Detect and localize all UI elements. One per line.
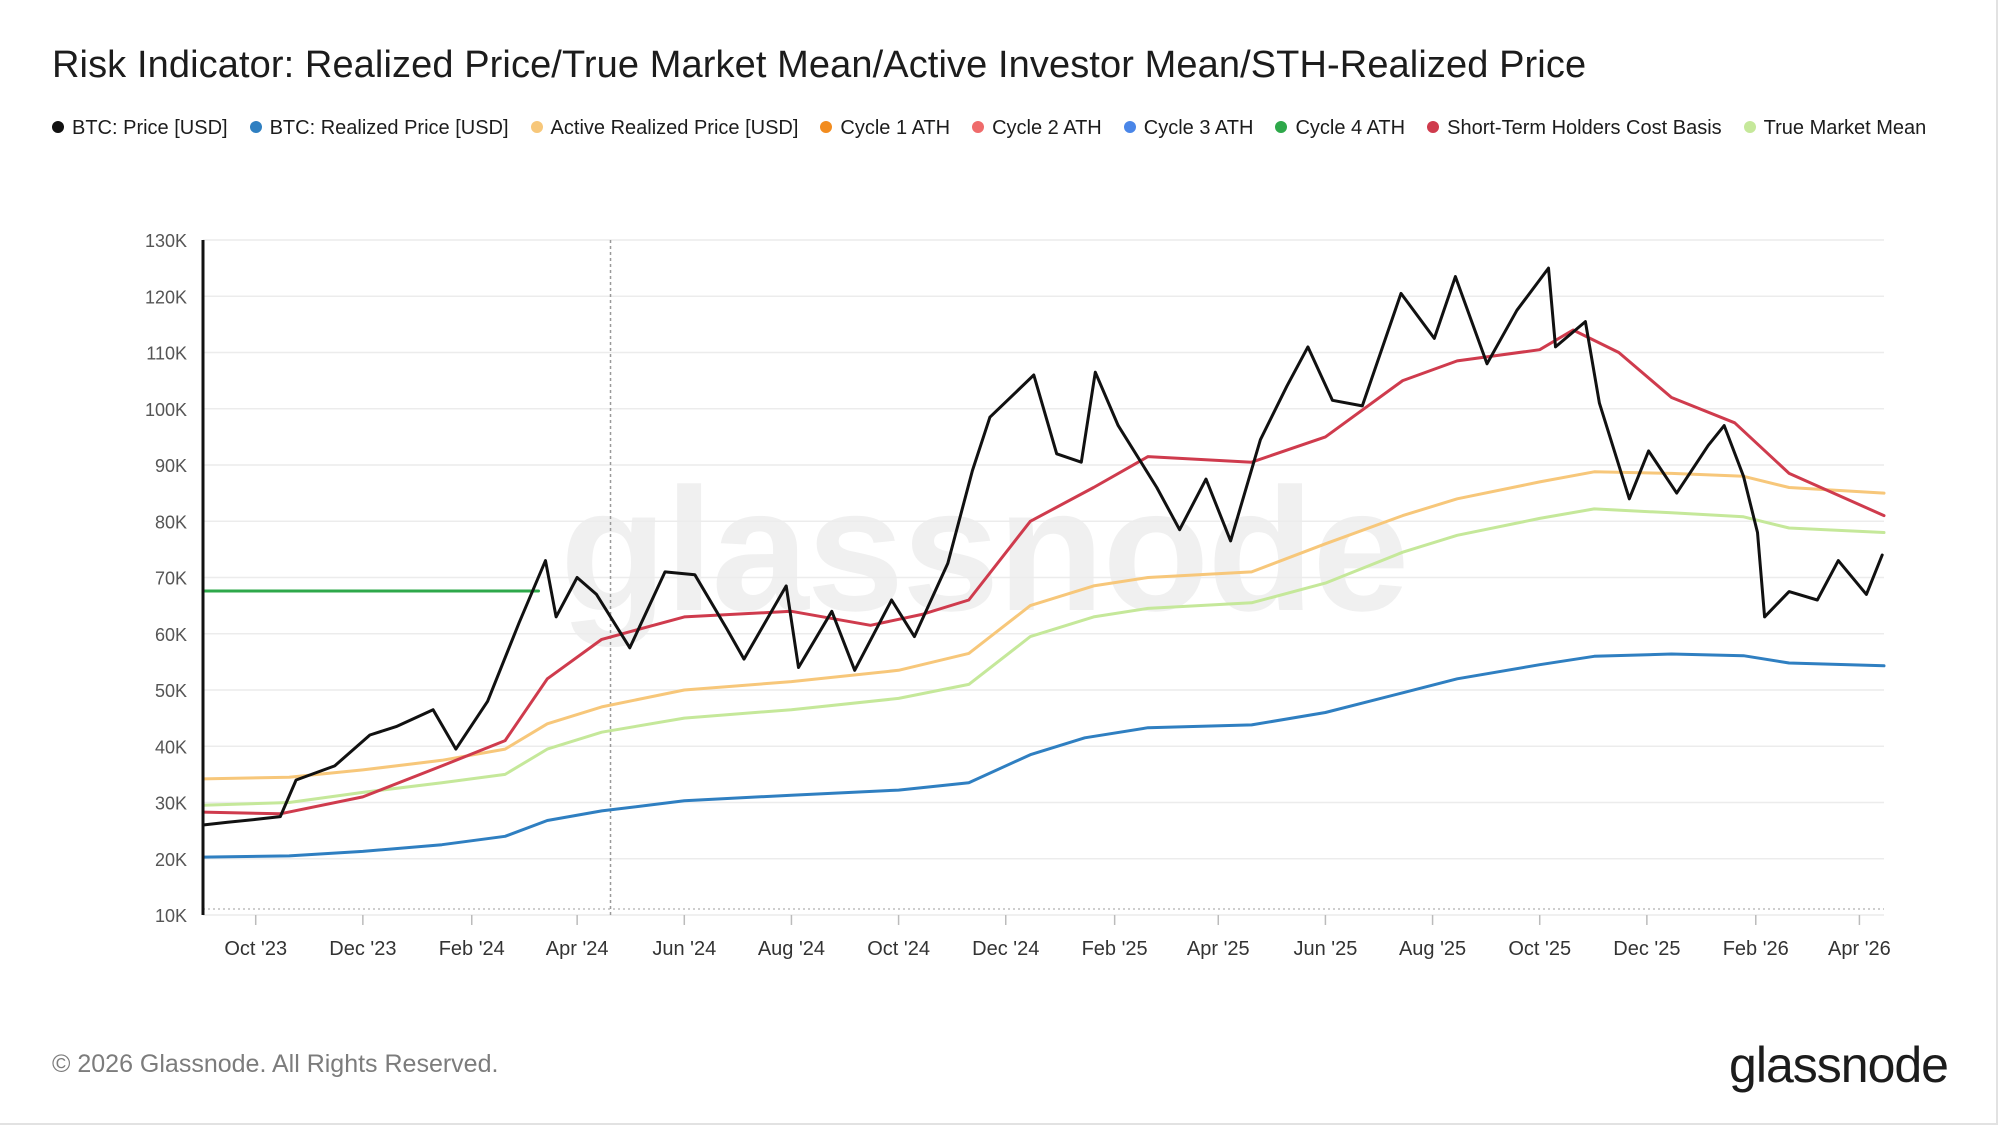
x-tick-label: Oct '23 (224, 938, 287, 960)
x-tick-label: Apr '24 (546, 938, 609, 960)
x-tick-label: Aug '25 (1399, 938, 1466, 960)
x-tick-label: Apr '25 (1187, 938, 1250, 960)
series-line-short-term-holders-cost-basis (201, 328, 1886, 816)
x-tick-label: Dec '25 (1613, 938, 1680, 960)
y-tick-label: 60K (155, 625, 187, 645)
x-tick-label: Dec '23 (329, 938, 396, 960)
legend-dot-icon (1275, 121, 1288, 133)
x-tick-label: Feb '24 (439, 938, 505, 960)
legend-label: BTC: Price [USD] (72, 117, 228, 139)
legend-dot-icon (530, 121, 543, 133)
x-tick-label: Aug '24 (758, 938, 825, 960)
legend-label: Cycle 3 ATH (1143, 117, 1254, 139)
y-tick-label: 40K (155, 737, 187, 757)
x-tick-label: Jun '25 (1293, 938, 1357, 960)
legend-dot-icon (1123, 121, 1136, 133)
legend-item-true-market-mean[interactable]: True Market Mean (1743, 114, 1927, 143)
series-line-true-market-mean (201, 507, 1886, 807)
legend-item-cycle-4-ath[interactable]: Cycle 4 ATH (1275, 114, 1405, 143)
y-tick-label: 30K (155, 794, 187, 814)
tick-layer: 10K 20K 30K 40K 50K 60K 70K 80K 90K 100K 110K 120K 1… (145, 231, 1891, 960)
legend-label: Cycle 1 ATH (840, 117, 951, 139)
y-tick-label: 130K (145, 231, 187, 251)
legend-dot-icon (1427, 121, 1440, 133)
legend-dot-icon (1743, 121, 1756, 133)
legend: BTC: Price [USD] BTC: Realized Price [USD… (52, 114, 1952, 143)
series-line-btc-realized-price-usd (201, 652, 1886, 859)
legend-item-short-term-holders-cost-basis[interactable]: Short-Term Holders Cost Basis (1427, 114, 1722, 143)
x-tick-label: Oct '25 (1508, 938, 1571, 960)
legend-label: Cycle 2 ATH (992, 117, 1102, 139)
series-line-active-realized-price-usd (201, 470, 1886, 781)
x-tick-label: Jun '24 (652, 938, 716, 960)
legend-dot-icon (972, 121, 985, 133)
legend-dot-icon (52, 121, 64, 133)
y-tick-label: 70K (155, 569, 187, 589)
y-tick-label: 90K (155, 456, 187, 476)
x-tick-label: Apr '26 (1828, 938, 1891, 960)
y-tick-label: 120K (145, 287, 187, 307)
copyright-text: © 2026 Glassnode. All Rights Reserved. (52, 1050, 499, 1078)
legend-label: BTC: Realized Price [USD] (269, 117, 509, 139)
y-tick-label: 100K (145, 400, 187, 420)
y-tick-label: 110K (146, 344, 187, 364)
x-tick-label: Dec '24 (972, 938, 1039, 960)
x-tick-label: Oct '24 (867, 938, 930, 960)
glassnode-logo: glassnode (1729, 1037, 1949, 1093)
y-tick-label: 20K (155, 850, 187, 870)
y-tick-label: 80K (155, 512, 187, 532)
series-layer (201, 266, 1886, 859)
x-tick-label: Feb '26 (1723, 938, 1789, 960)
grid-layer (203, 239, 1884, 916)
legend-dot-icon (249, 121, 262, 133)
legend-label: Active Realized Price [USD] (550, 117, 799, 139)
legend-item-btc-price-usd[interactable]: BTC: Price [USD] (52, 114, 228, 143)
legend-item-cycle-3-ath[interactable]: Cycle 3 ATH (1123, 114, 1254, 143)
y-tick-label: 50K (155, 681, 187, 701)
y-tick-label: 10K (155, 906, 187, 926)
x-tick-label: Feb '25 (1082, 938, 1148, 960)
chart-svg: 10K 20K 30K 40K 50K 60K 70K 80K 90K 100K 110K 120K 1… (145, 231, 1891, 960)
legend-label: Cycle 4 ATH (1295, 117, 1406, 139)
legend-dot-icon (820, 121, 833, 133)
legend-item-btc-realized-price-usd[interactable]: BTC: Realized Price [USD] (249, 114, 509, 143)
legend-item-cycle-1-ath[interactable]: Cycle 1 ATH (820, 114, 950, 143)
chart-title: Risk Indicator: Realized Price/True Mark… (52, 44, 1587, 86)
legend-item-active-realized-price-usd[interactable]: Active Realized Price [USD] (530, 114, 799, 143)
legend-label: True Market Mean (1763, 117, 1927, 139)
series-line-btc-price-usd (201, 266, 1884, 827)
legend-item-cycle-2-ath[interactable]: Cycle 2 ATH (972, 114, 1102, 143)
legend-label: Short-Term Holders Cost Basis (1447, 117, 1722, 139)
